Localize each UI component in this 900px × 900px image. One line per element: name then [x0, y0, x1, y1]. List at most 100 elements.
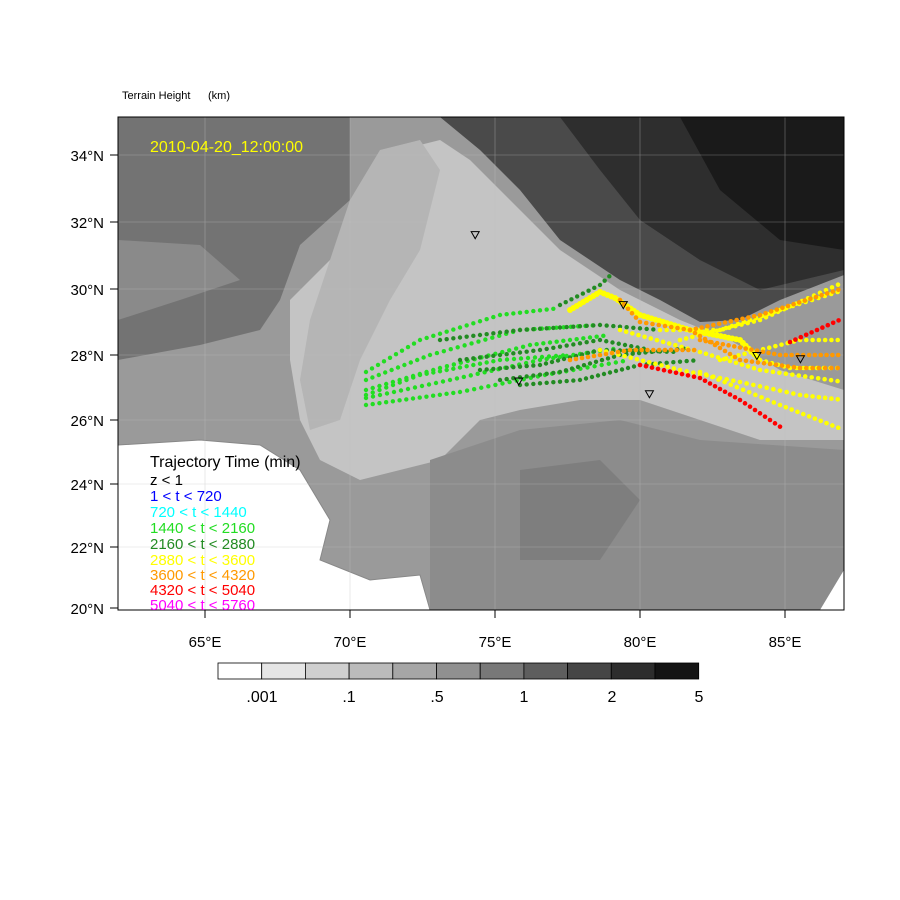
- trajectory-point: [770, 369, 776, 375]
- trajectory-point: [464, 356, 469, 362]
- trajectory-point: [564, 353, 569, 359]
- trajectory-point: [471, 356, 476, 361]
- trajectory-point: [773, 343, 778, 349]
- trajectory-point: [551, 380, 556, 385]
- trajectory-point: [384, 385, 389, 390]
- trajectory-point: [631, 364, 637, 369]
- trajectory-point: [687, 327, 693, 333]
- trajectory-point: [806, 414, 812, 419]
- trajectory-point: [668, 347, 674, 353]
- trajectory-point: [754, 348, 760, 354]
- legend-item: 720 < t < 1440: [150, 504, 247, 521]
- trajectory-point: [675, 325, 680, 331]
- trajectory-point: [643, 320, 649, 326]
- trajectory-point: [691, 374, 697, 380]
- trajectory-point: [752, 407, 758, 413]
- colorbar-label: 1: [520, 689, 529, 706]
- trajectory-point: [444, 364, 450, 369]
- trajectory-point: [630, 351, 635, 356]
- trajectory-point: [601, 371, 607, 377]
- trajectory-point: [451, 327, 456, 332]
- trajectory-point: [653, 361, 658, 367]
- trajectory-point: [734, 317, 739, 323]
- trajectory-point: [783, 371, 789, 376]
- trajectory-point: [716, 377, 721, 382]
- trajectory-point: [768, 309, 774, 314]
- trajectory-point: [477, 319, 483, 324]
- trajectory-point: [617, 327, 623, 333]
- colorbar-swatch: [567, 662, 612, 680]
- trajectory-point: [464, 364, 469, 369]
- lat-label-26: 26°N: [70, 413, 104, 430]
- trajectory-point: [363, 402, 369, 408]
- colorbar-swatch: [654, 662, 700, 680]
- trajectory-point: [491, 359, 496, 364]
- trajectory-point: [691, 347, 697, 353]
- trajectory-point: [686, 347, 691, 353]
- trajectory-point: [709, 339, 714, 345]
- graticule: [118, 117, 844, 610]
- trajectory-point: [629, 344, 634, 349]
- trajectory-point: [785, 303, 791, 309]
- trajectory-point: [771, 386, 776, 392]
- trajectory-point: [468, 373, 473, 378]
- trajectory-point: [454, 376, 460, 381]
- map-area: [118, 117, 844, 610]
- trajectory-point: [816, 337, 822, 343]
- trajectory-point: [557, 369, 563, 375]
- station-marker: [513, 377, 524, 387]
- trajectory-point: [567, 337, 573, 343]
- trajectory-point: [490, 335, 495, 340]
- trajectory-point: [810, 337, 815, 343]
- lon-label-85: 85°E: [769, 634, 802, 651]
- trajectory-point: [795, 409, 800, 415]
- trajectory-point: [471, 333, 476, 339]
- trajectory-point: [732, 394, 738, 400]
- trajectory-point: [370, 375, 375, 380]
- trajectory-point: [829, 396, 834, 401]
- trajectory-point: [621, 348, 627, 354]
- trajectory-point: [779, 342, 784, 347]
- trajectory-point: [771, 400, 777, 405]
- lon-axis: 65°E 70°E 75°E 80°E 85°E: [189, 610, 802, 651]
- trajectory-point: [464, 388, 470, 393]
- trajectory-point: [434, 350, 440, 356]
- legend-item: 2160 < t < 2880: [150, 536, 255, 553]
- trajectory-point: [457, 357, 463, 363]
- trajectory-point: [551, 370, 556, 376]
- trajectory-point: [727, 351, 733, 357]
- trajectory-point: [664, 327, 669, 333]
- trajectory-point: [517, 375, 523, 380]
- trajectory-point: [835, 352, 841, 358]
- trajectory-point: [431, 333, 436, 339]
- trajectory-point: [524, 374, 529, 379]
- trajectory-point: [753, 392, 758, 398]
- trajectory-point: [796, 373, 802, 378]
- trajectory-point: [544, 326, 549, 331]
- trajectory-point: [477, 361, 483, 366]
- trajectory-point: [363, 392, 369, 398]
- trajectory-point: [426, 382, 432, 387]
- trajectory-point: [740, 387, 746, 393]
- trajectory-point: [404, 377, 409, 383]
- trajectory-point: [697, 337, 703, 343]
- trajectory-point: [607, 370, 613, 375]
- trajectory-point: [720, 341, 726, 347]
- trajectory-point: [717, 345, 723, 351]
- trajectory-point: [517, 350, 523, 355]
- legend-item: 3600 < t < 4320: [150, 567, 255, 584]
- trajectory-point: [410, 396, 416, 401]
- trajectory-point: [457, 389, 463, 395]
- trajectory-point: [803, 365, 809, 371]
- lat-label-32: 32°N: [70, 215, 104, 232]
- station-marker: [752, 352, 762, 361]
- trajectory-point: [764, 368, 769, 374]
- trajectory-point: [679, 371, 685, 377]
- trajectory-point: [812, 416, 818, 421]
- trajectory-point: [491, 366, 496, 372]
- trajectory-point: [381, 359, 387, 364]
- trajectory-point: [777, 402, 783, 408]
- trajectory-point: [551, 325, 556, 331]
- trajectory-point: [461, 374, 467, 380]
